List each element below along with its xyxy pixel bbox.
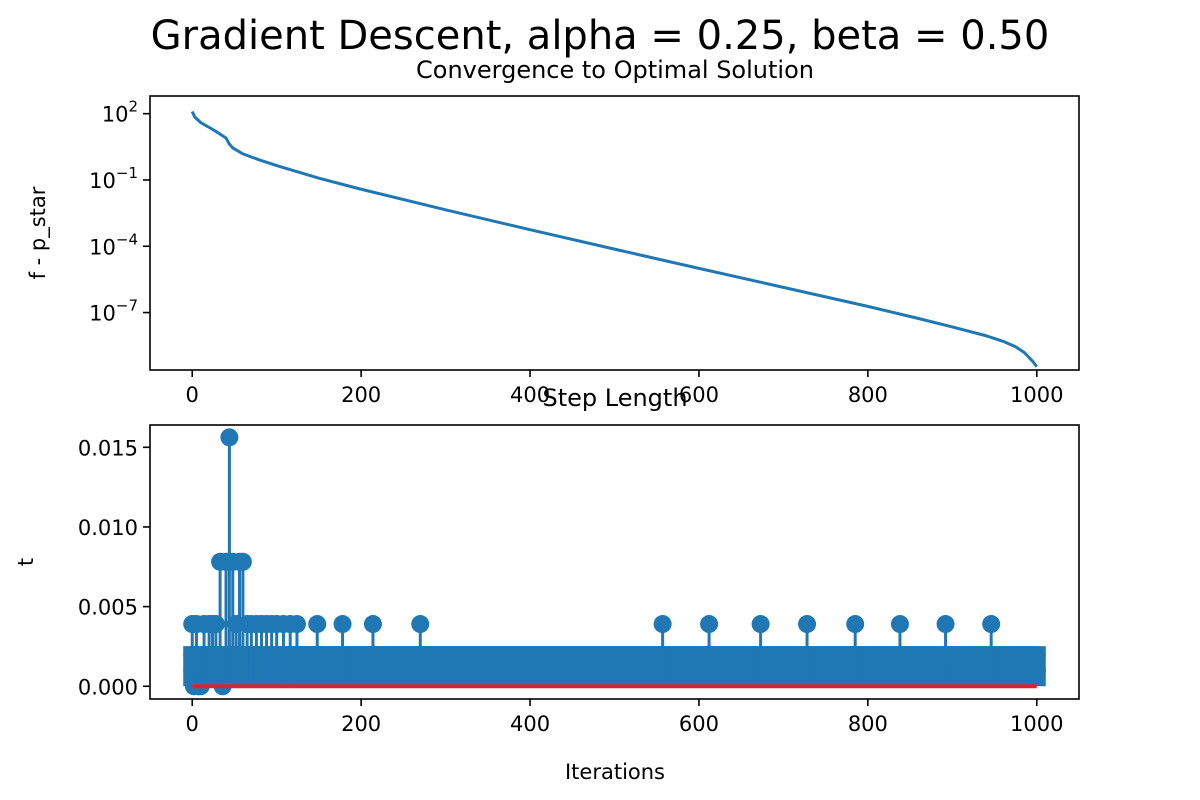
step-length-stem-marker <box>890 615 909 634</box>
convergence-y-tick-label: 10−4 <box>89 230 138 259</box>
convergence-x-tick-label: 0 <box>186 383 199 407</box>
convergence-y-tick-label: 10−1 <box>89 164 138 193</box>
convergence-series-layer <box>190 110 1038 368</box>
step-length-x-tick-label: 1000 <box>1010 712 1063 736</box>
figure-suptitle: Gradient Descent, alpha = 0.25, beta = 0… <box>151 13 1050 59</box>
step-length-stem-marker <box>220 428 239 447</box>
step-length-stem-marker <box>653 615 672 634</box>
step-length-stem-marker <box>751 615 770 634</box>
step-length-y-ticks: 0.000 0.005 0.010 0.015 <box>78 436 150 699</box>
step-length-y-tick-label: 0.015 <box>78 436 138 460</box>
step-length-stem-marker <box>700 615 719 634</box>
convergence-y-tick-label: 102 <box>102 98 138 127</box>
step-length-y-tick-label: 0.010 <box>78 516 138 540</box>
step-length-stem-marker <box>287 615 306 634</box>
step-length-stem-marker <box>333 615 352 634</box>
convergence-y-ticks: 102 10−1 10−4 10−7 <box>89 98 150 326</box>
step-length-stem-marker <box>206 615 225 634</box>
step-length-x-tick-label: 400 <box>510 712 550 736</box>
step-length-stem-marker <box>233 552 252 571</box>
convergence-x-tick-label: 1000 <box>1010 383 1063 407</box>
step-length-stem-marker <box>1027 661 1046 680</box>
step-length-panel: Step Length 0 200 400 600 800 1000 0.000 0.005… <box>14 384 1080 784</box>
step-length-stem-marker <box>846 615 865 634</box>
convergence-x-tick-label: 200 <box>341 383 381 407</box>
convergence-axes-frame <box>149 95 1080 371</box>
step-length-y-tick-label: 0.000 <box>78 675 138 699</box>
convergence-y-tick-label: 10−7 <box>89 297 138 326</box>
step-length-stem-marker <box>798 615 817 634</box>
step-length-stem-marker <box>185 646 204 665</box>
convergence-y-axis-label: f - p_star <box>26 186 51 279</box>
convergence-x-tick-label: 400 <box>510 383 550 407</box>
step-length-x-axis-label: Iterations <box>565 760 665 784</box>
convergence-x-ticks: 0 200 400 600 800 1000 <box>186 370 1063 407</box>
convergence-panel: Convergence to Optimal Solution 0 200 400 6… <box>26 56 1080 407</box>
step-length-stem-marker <box>936 615 955 634</box>
step-length-y-axis-label: t <box>14 558 38 566</box>
convergence-x-tick-label: 800 <box>848 383 888 407</box>
step-length-title: Step Length <box>542 384 687 412</box>
step-length-stem-marker <box>308 615 327 634</box>
step-length-stem-marker <box>363 615 382 634</box>
step-length-x-tick-label: 200 <box>341 712 381 736</box>
step-length-x-tick-label: 0 <box>186 712 199 736</box>
step-length-x-tick-label: 800 <box>848 712 888 736</box>
step-length-y-tick-label: 0.005 <box>78 596 138 620</box>
convergence-title: Convergence to Optimal Solution <box>416 56 814 84</box>
step-length-axes-frame <box>149 424 1080 700</box>
step-length-stem-marker <box>411 615 430 634</box>
step-length-stem-marker <box>982 615 1001 634</box>
step-length-x-ticks: 0 200 400 600 800 1000 <box>186 699 1063 736</box>
convergence-series-line-0 <box>190 110 1038 368</box>
step-length-x-tick-label: 600 <box>679 712 719 736</box>
convergence-x-tick-label: 600 <box>679 383 719 407</box>
step-length-series-layer <box>183 428 1046 696</box>
